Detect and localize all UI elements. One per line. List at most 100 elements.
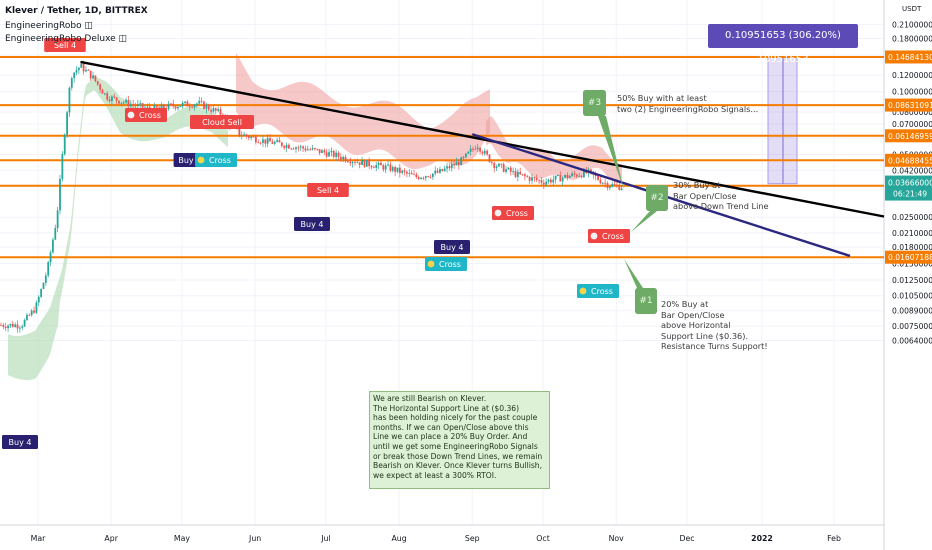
candle-body: [288, 144, 290, 149]
candle-body: [16, 324, 19, 329]
candle-body: [351, 162, 354, 164]
candle-body: [483, 150, 486, 154]
candle-body: [146, 106, 149, 108]
candle-body: [465, 153, 467, 158]
callout-bubble-3[interactable]: #3: [583, 90, 606, 116]
candle-body: [410, 173, 413, 175]
signal-icon: [197, 156, 205, 164]
candle-body: [280, 142, 283, 147]
candle-body: [590, 169, 592, 172]
signal-label: Buy 4: [441, 243, 464, 252]
candle-body: [28, 314, 31, 316]
signal-sell-bg: [44, 38, 86, 52]
candle-body: [139, 103, 142, 105]
signal-sell-bg: [307, 183, 349, 197]
analysis-note[interactable]: We are still Bearish on Klever. The Hori…: [369, 391, 550, 489]
level-tag-label: 0.01607188: [888, 253, 932, 262]
candle-body: [205, 105, 208, 109]
candle-body: [347, 161, 349, 163]
candle-body: [186, 101, 189, 107]
candle-body: [7, 325, 9, 329]
signal-icon: [127, 111, 135, 119]
x-tick-label: Nov: [609, 534, 625, 543]
annotation-3-text: 50% Buy with at least two (2) Engineerin…: [617, 93, 759, 114]
candle-body: [276, 140, 279, 142]
candle-body: [568, 176, 571, 178]
candle-body: [243, 134, 245, 136]
signal-label: Sell 4: [54, 41, 76, 50]
level-tag-label: 0.14684130: [888, 53, 932, 62]
candle-body: [620, 188, 623, 190]
signal-icon: [427, 260, 435, 268]
level-tag-label: 0.06146959: [888, 132, 932, 141]
candle-body: [44, 275, 47, 283]
candle-body: [557, 175, 559, 176]
candle-body: [566, 174, 569, 178]
signal-labels: Sell 4 Cross Cloud Sell Buy Cross Sell 4 Buy 4…: [2, 38, 630, 449]
candle-body: [155, 105, 158, 108]
candle-body: [77, 67, 80, 71]
callout-bubble-1[interactable]: #1: [635, 288, 657, 314]
candle-body: [101, 89, 104, 94]
candle-body: [63, 134, 66, 155]
candle-body: [358, 162, 361, 165]
candle-body: [125, 99, 127, 103]
candle-body: [611, 184, 614, 187]
candle-body: [502, 164, 505, 172]
candle-body: [259, 142, 262, 144]
candle-body: [531, 177, 533, 181]
candle-body: [380, 162, 382, 166]
time-axis: Mar Apr May Jun Jul Aug Sep Oct Nov Dec 2022 Feb: [31, 534, 841, 543]
level-tag-label: 0.04688455: [888, 156, 932, 165]
candle-body: [103, 93, 106, 95]
signal-label: Cross: [439, 260, 461, 269]
candle-body: [394, 167, 397, 172]
candle-body: [9, 323, 12, 326]
candle-body: [162, 104, 165, 109]
candle-body: [342, 156, 345, 160]
candle-body: [413, 174, 415, 176]
candle-body: [217, 109, 220, 111]
candle-body: [4, 326, 7, 329]
signal-icon: [579, 287, 587, 295]
indicator-engineeringrobo[interactable]: EngineeringRobo ◫: [5, 21, 93, 31]
candle-body: [479, 147, 481, 152]
candle-body: [309, 149, 312, 151]
signal-cross-bear-bg: [588, 229, 630, 243]
candle-body: [516, 171, 519, 177]
candle-body: [212, 108, 215, 112]
candle-body: [613, 184, 616, 185]
signal-cross-bull-bg: [195, 153, 237, 167]
candle-body: [349, 161, 352, 164]
candle-body: [561, 177, 564, 182]
candle-body: [193, 104, 196, 108]
indicator-engineeringrobo-deluxe[interactable]: EngineeringRobo Deluxe ◫: [5, 34, 128, 44]
callout-bubble-2[interactable]: #2: [646, 185, 668, 211]
annotation-1-text: 20% Buy at Bar Open/Close above Horizont…: [661, 299, 768, 351]
candle-body: [335, 152, 338, 157]
pointer-3: [598, 116, 624, 190]
candle-body: [210, 109, 212, 112]
x-tick-label: Oct: [536, 534, 549, 543]
candle-body: [417, 177, 420, 179]
measurement-label: 0.10951653 (306.20%) 10951653: [708, 24, 858, 65]
candle-body: [200, 100, 203, 102]
x-tick-label: Jul: [320, 534, 330, 543]
signal-label: Cross: [591, 287, 613, 296]
candle-body: [441, 169, 444, 171]
candle-body: [240, 135, 243, 137]
candle-body: [203, 101, 205, 109]
candle-body: [257, 142, 260, 144]
signal-buy-bg: [173, 153, 199, 167]
level-tag-bg: [885, 250, 932, 264]
candle-body: [195, 103, 198, 105]
candle-body: [552, 179, 555, 183]
candle-body: [42, 282, 45, 289]
candle-body: [455, 161, 458, 166]
